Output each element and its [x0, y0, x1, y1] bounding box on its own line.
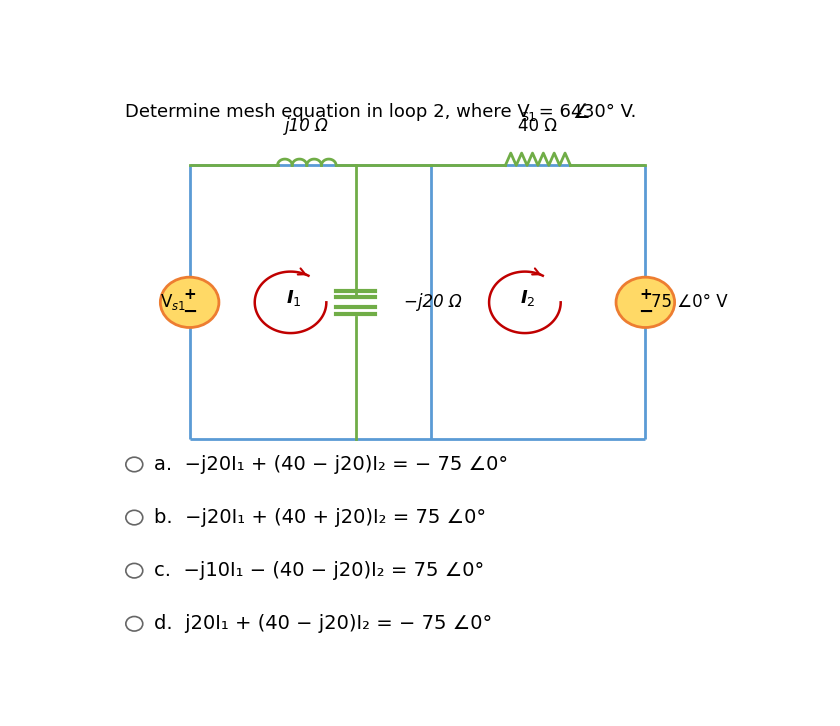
- Circle shape: [616, 277, 675, 327]
- Text: I$_1$: I$_1$: [286, 288, 302, 308]
- Text: a.  −j20I₁ + (40 − j20)I₂ = − 75 ∠0°: a. −j20I₁ + (40 − j20)I₂ = − 75 ∠0°: [154, 455, 508, 474]
- Text: I$_2$: I$_2$: [520, 288, 536, 308]
- Text: d.  j20I₁ + (40 − j20)I₂ = − 75 ∠0°: d. j20I₁ + (40 − j20)I₂ = − 75 ∠0°: [154, 614, 492, 633]
- Text: j10 Ω: j10 Ω: [285, 117, 328, 134]
- Text: +: +: [639, 287, 652, 302]
- Text: −: −: [638, 303, 653, 321]
- Text: −: −: [182, 303, 197, 321]
- Text: V$_{s1}$: V$_{s1}$: [160, 293, 186, 312]
- Text: c.  −j10I₁ − (40 − j20)I₂ = 75 ∠0°: c. −j10I₁ − (40 − j20)I₂ = 75 ∠0°: [154, 561, 484, 580]
- Text: ∠: ∠: [572, 103, 591, 122]
- Text: = 64: = 64: [533, 103, 589, 121]
- Text: Determine mesh equation in loop 2, where V: Determine mesh equation in loop 2, where…: [124, 103, 529, 121]
- Circle shape: [160, 277, 219, 327]
- Text: +: +: [183, 287, 196, 302]
- Text: −j20 Ω: −j20 Ω: [405, 293, 462, 311]
- Text: S1: S1: [520, 111, 536, 124]
- Text: 40 Ω: 40 Ω: [518, 117, 558, 134]
- Text: b.  −j20I₁ + (40 + j20)I₂ = 75 ∠0°: b. −j20I₁ + (40 + j20)I₂ = 75 ∠0°: [154, 508, 486, 527]
- Text: 75 ∠0° V: 75 ∠0° V: [650, 293, 727, 311]
- Text: 30° V.: 30° V.: [584, 103, 637, 121]
